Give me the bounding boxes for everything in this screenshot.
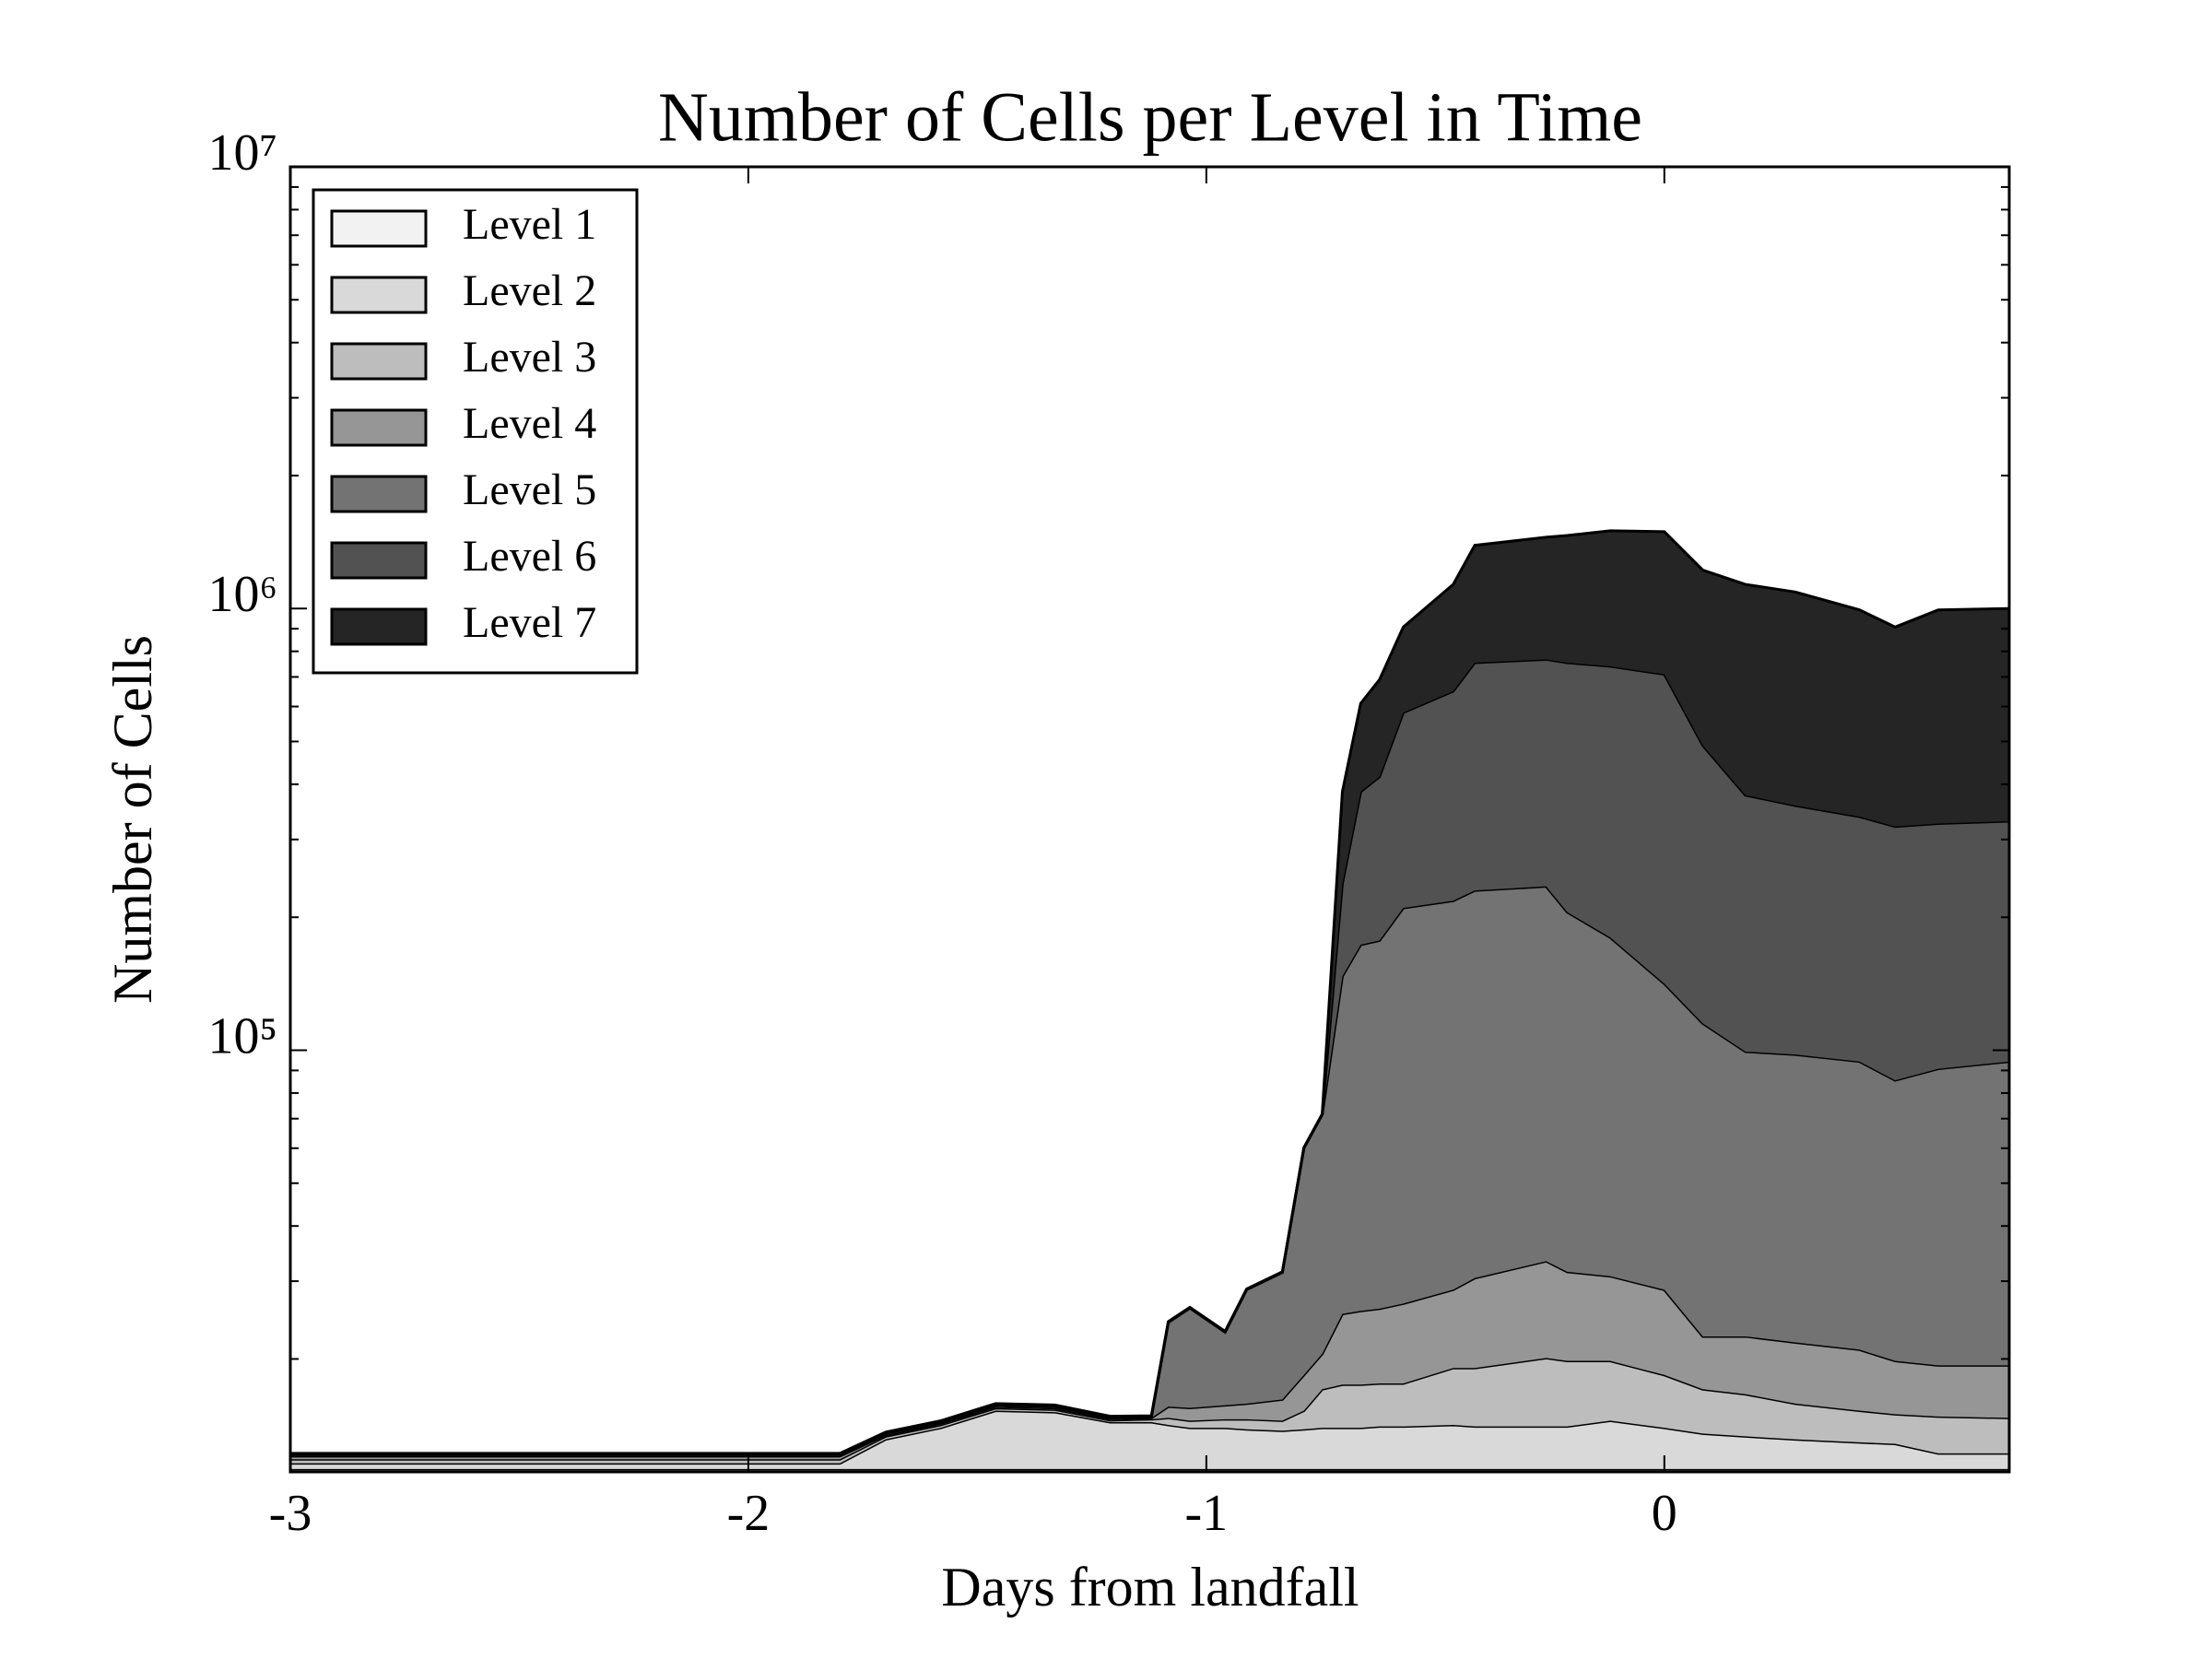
legend-swatch [330,607,428,646]
x-tick-label: -2 [727,1485,771,1542]
x-tick-label: -3 [269,1485,312,1542]
plot-frame [288,165,2011,1474]
y-axis-label: Number of Cells [102,635,163,1004]
chart-title: Number of Cells per Level in Time [658,78,1642,156]
legend-label: Level 5 [463,465,596,514]
area [290,659,2009,1455]
legend-swatch [330,475,428,513]
legend-swatch [330,541,428,580]
x-axis-label: Days from landfall [941,1557,1359,1618]
x-tick-label: 0 [1652,1485,1677,1542]
area [290,530,2009,1454]
area-edge [290,529,2009,1455]
legend-label: Level 1 [463,200,596,249]
y-tick-label: 10⁵ [207,1007,277,1065]
legend-label: Level 2 [463,266,596,315]
legend-label: Level 6 [463,532,596,581]
area [290,1261,2009,1460]
legend: Level 1 Level 2 Level 3 Level 4 Level 5 Level… [312,188,639,675]
area [290,886,2009,1456]
x-tick-label: -1 [1185,1485,1229,1542]
legend-swatch [330,342,428,381]
legend-swatch [330,276,428,314]
y-tick-label: 10⁶ [207,566,277,623]
y-tick-label: 10⁷ [207,124,277,182]
legend-swatch [330,408,428,447]
legend-swatch [330,209,428,248]
legend-label: Level 7 [463,598,596,647]
legend-label: Level 4 [463,399,596,448]
plot-area [290,529,2009,1472]
legend-label: Level 3 [463,333,596,382]
area [290,1358,2009,1464]
